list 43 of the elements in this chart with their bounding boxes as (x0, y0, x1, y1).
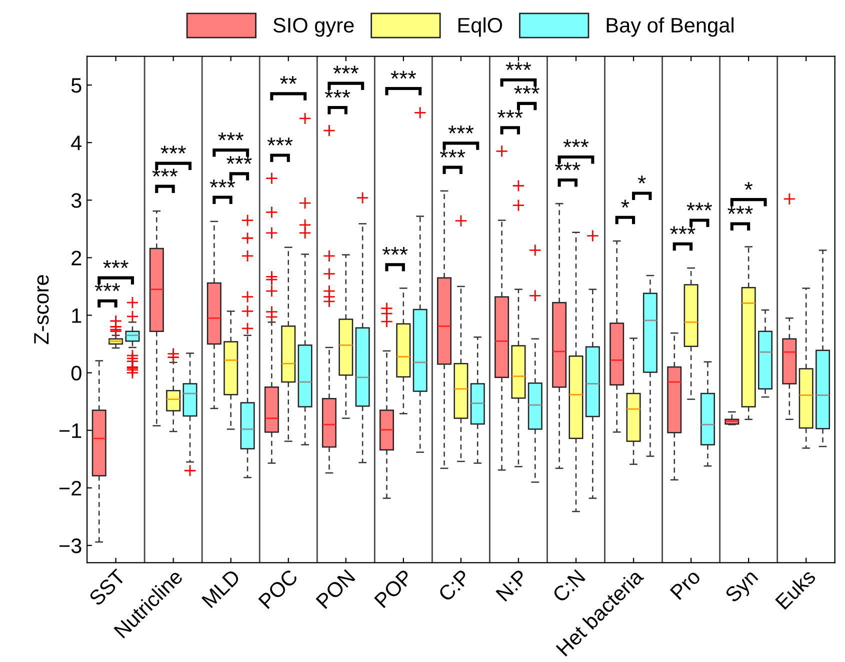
y-tick-label: −2 (59, 480, 82, 496)
x-tick-label: Syn (724, 568, 762, 606)
y-tick-label: 4 (71, 136, 82, 150)
annotation: *** (514, 86, 540, 94)
annotation: *** (324, 90, 350, 98)
annotation: *** (152, 168, 178, 177)
y-tick-label: 3 (71, 193, 82, 208)
annotation: *** (498, 110, 523, 118)
annotation: *** (670, 226, 696, 234)
annotation: *** (226, 156, 252, 164)
annotation: *** (267, 138, 293, 146)
y-tick-label: 2 (72, 250, 82, 266)
annotation: * (638, 176, 646, 184)
y-tick-label: 0 (71, 366, 82, 381)
y-axis-title: Z-score (34, 275, 49, 344)
y-tick-label: −1 (59, 424, 82, 438)
annotation: *** (210, 180, 236, 188)
annotation: *** (728, 206, 753, 214)
x-tick-label: Pro (670, 568, 702, 600)
annotation: *** (218, 132, 244, 140)
y-tick-label: −3 (59, 538, 82, 554)
legend-label: Bay of Bengal (606, 17, 734, 37)
legend-label: SIO gyre (273, 18, 354, 37)
annotation: * (744, 182, 753, 190)
annotation: *** (555, 162, 580, 170)
annotation: *** (390, 70, 416, 79)
y-tick-label: 1 (72, 308, 82, 323)
annotation: *** (506, 62, 532, 70)
x-tick-label: N:P (496, 568, 528, 602)
x-tick-label: C:P (438, 568, 471, 602)
annotation: *** (563, 139, 589, 148)
y-tick-label: 5 (71, 78, 82, 93)
annotation: *** (382, 247, 408, 255)
annotation: ** (280, 76, 297, 84)
annotation: *** (448, 126, 474, 134)
annotation: *** (333, 66, 359, 74)
annotation: *** (440, 150, 466, 158)
annotation: *** (160, 146, 186, 154)
annotation: *** (103, 260, 128, 268)
legend-label: EqlO (458, 17, 502, 37)
annotation: * (621, 200, 630, 208)
annotation: *** (94, 283, 120, 292)
annotation: *** (686, 202, 712, 210)
